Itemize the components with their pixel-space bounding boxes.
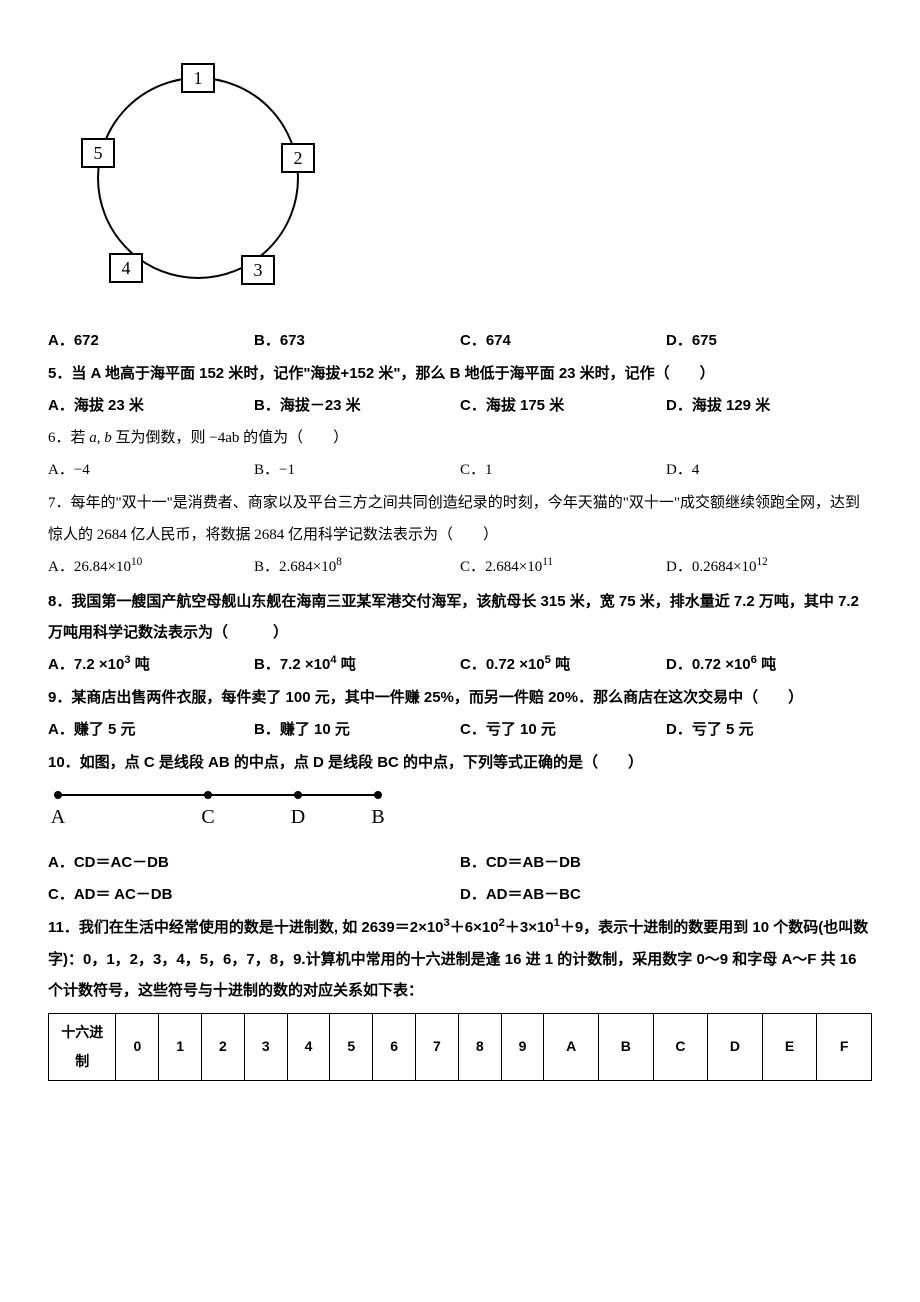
hex-cell: E [762, 1013, 817, 1081]
q7-d-base: D．0.2684×10 [666, 559, 757, 575]
q11-t1: 11．我们在生活中经常使用的数是十进制数, 如 2639＝2×10 [48, 919, 444, 936]
hex-cell: 3 [244, 1013, 287, 1081]
q4-options: A．672 B．673 C．674 D．675 [48, 325, 872, 357]
q9-opt-a: A．赚了 5 元 [48, 714, 254, 746]
q8-opt-d: D．0.72 ×106 吨 [666, 649, 872, 681]
q7-d-exp: 12 [757, 556, 768, 568]
q8-b-base: B．7.2 ×10 [254, 656, 330, 673]
q7-opt-a: A．26.84×1010 [48, 551, 254, 584]
q8-d-base: D．0.72 ×10 [666, 656, 751, 673]
q10-options: A．CD＝AC－DB B．CD＝AB－DB C．AD＝ AC－DB D．AD＝A… [48, 847, 872, 910]
q6-opt-d: D．4 [666, 455, 872, 487]
q7-b-base: B．2.684×10 [254, 559, 336, 575]
q6-post: 的值为（ ） [239, 430, 348, 446]
q11-text: 11．我们在生活中经常使用的数是十进制数, 如 2639＝2×103＋6×102… [48, 912, 872, 1007]
q5-options: A．海拔 23 米 B．海拔－23 米 C．海拔 175 米 D．海拔 129 … [48, 390, 872, 422]
q7-opt-c: C．2.684×1011 [460, 551, 666, 584]
svg-text:D: D [291, 806, 305, 828]
q8-a-base: A．7.2 ×10 [48, 656, 124, 673]
hex-cell: F [817, 1013, 872, 1081]
svg-text:C: C [201, 806, 214, 828]
q8-c-base: C．0.72 ×10 [460, 656, 545, 673]
q10-opt-a: A．CD＝AC－DB [48, 847, 460, 879]
circle-diagram: 1 2 3 4 5 [48, 48, 872, 321]
q7-b-exp: 8 [336, 556, 342, 568]
q7-opt-d: D．0.2684×1012 [666, 551, 872, 584]
svg-text:B: B [371, 806, 384, 828]
q8-opt-a: A．7.2 ×103 吨 [48, 649, 254, 681]
hex-cell: C [653, 1013, 708, 1081]
q7-a-base: A．26.84×10 [48, 559, 131, 575]
hex-cell: 8 [458, 1013, 501, 1081]
q10-opt-c: C．AD＝ AC－DB [48, 879, 460, 911]
hex-cell: 9 [501, 1013, 544, 1081]
circle-svg: 1 2 3 4 5 [48, 48, 338, 308]
q6-text: 6．若 a, b 互为倒数，则 −4ab 的值为（ ） [48, 423, 872, 455]
segment-svg: ACDB [48, 785, 398, 835]
q6-pre: 6．若 [48, 430, 89, 446]
svg-text:1: 1 [194, 68, 203, 88]
q8-text: 8．我国第一艘国产航空母舰山东舰在海南三亚某军港交付海军，该航母长 315 米，… [48, 586, 872, 649]
q6-var: a, b [89, 430, 112, 446]
hex-label: 十六进制 [49, 1013, 116, 1081]
q8-opt-c: C．0.72 ×105 吨 [460, 649, 666, 681]
svg-text:4: 4 [122, 258, 131, 278]
svg-text:2: 2 [294, 148, 303, 168]
q9-opt-b: B．赚了 10 元 [254, 714, 460, 746]
hex-cell: 6 [373, 1013, 416, 1081]
hex-table: 十六进制0123456789ABCDEF [48, 1013, 872, 1082]
q5-text: 5．当 A 地高于海平面 152 米时，记作"海拔+152 米"，那么 B 地低… [48, 358, 872, 390]
q8-b-unit: 吨 [337, 656, 356, 673]
q9-opt-c: C．亏了 10 元 [460, 714, 666, 746]
q7-c-base: C．2.684×10 [460, 559, 542, 575]
q7-text: 7．每年的"双十一"是消费者、商家以及平台三方之间共同创造纪录的时刻，今年天猫的… [48, 488, 872, 551]
hex-cell: 0 [116, 1013, 159, 1081]
q9-options: A．赚了 5 元 B．赚了 10 元 C．亏了 10 元 D．亏了 5 元 [48, 714, 872, 746]
hex-cell: 5 [330, 1013, 373, 1081]
q6-opt-c: C．1 [460, 455, 666, 487]
q6-options: A．−4 B．−1 C．1 D．4 [48, 455, 872, 487]
q4-opt-a: A．672 [48, 325, 254, 357]
q4-opt-b: B．673 [254, 325, 460, 357]
q6-expr: −4ab [209, 430, 239, 446]
hex-cell: 4 [287, 1013, 330, 1081]
q7-c-exp: 11 [542, 556, 553, 568]
q10-opt-b: B．CD＝AB－DB [460, 847, 872, 879]
q7-a-exp: 10 [131, 556, 142, 568]
q10-text: 10．如图，点 C 是线段 AB 的中点，点 D 是线段 BC 的中点，下列等式… [48, 747, 872, 779]
q7-options: A．26.84×1010 B．2.684×108 C．2.684×1011 D．… [48, 551, 872, 584]
q5-opt-d: D．海拔 129 米 [666, 390, 872, 422]
q5-opt-b: B．海拔－23 米 [254, 390, 460, 422]
svg-text:3: 3 [254, 260, 263, 280]
q5-opt-a: A．海拔 23 米 [48, 390, 254, 422]
q5-opt-c: C．海拔 175 米 [460, 390, 666, 422]
q6-opt-a: A．−4 [48, 455, 254, 487]
q8-d-unit: 吨 [757, 656, 776, 673]
q6-opt-b: B．−1 [254, 455, 460, 487]
q10-opt-d: D．AD＝AB－BC [460, 879, 872, 911]
svg-text:5: 5 [94, 143, 103, 163]
hex-cell: 7 [416, 1013, 459, 1081]
hex-cell: B [599, 1013, 654, 1081]
q9-text: 9．某商店出售两件衣服，每件卖了 100 元，其中一件赚 25%，而另一件赔 2… [48, 682, 872, 714]
q8-c-unit: 吨 [551, 656, 570, 673]
q11-t2: ＋6×10 [450, 919, 499, 936]
hex-cell: 1 [159, 1013, 202, 1081]
q8-a-unit: 吨 [131, 656, 150, 673]
q4-opt-d: D．675 [666, 325, 872, 357]
q6-mid: 互为倒数，则 [112, 430, 210, 446]
q4-opt-c: C．674 [460, 325, 666, 357]
q9-opt-d: D．亏了 5 元 [666, 714, 872, 746]
q8-options: A．7.2 ×103 吨 B．7.2 ×104 吨 C．0.72 ×105 吨 … [48, 649, 872, 681]
hex-cell: 2 [202, 1013, 245, 1081]
hex-cell: A [544, 1013, 599, 1081]
hex-cell: D [708, 1013, 763, 1081]
segment-diagram: ACDB [48, 785, 872, 848]
q11-t3: ＋3×10 [505, 919, 554, 936]
svg-text:A: A [51, 806, 66, 828]
q7-opt-b: B．2.684×108 [254, 551, 460, 584]
q8-opt-b: B．7.2 ×104 吨 [254, 649, 460, 681]
